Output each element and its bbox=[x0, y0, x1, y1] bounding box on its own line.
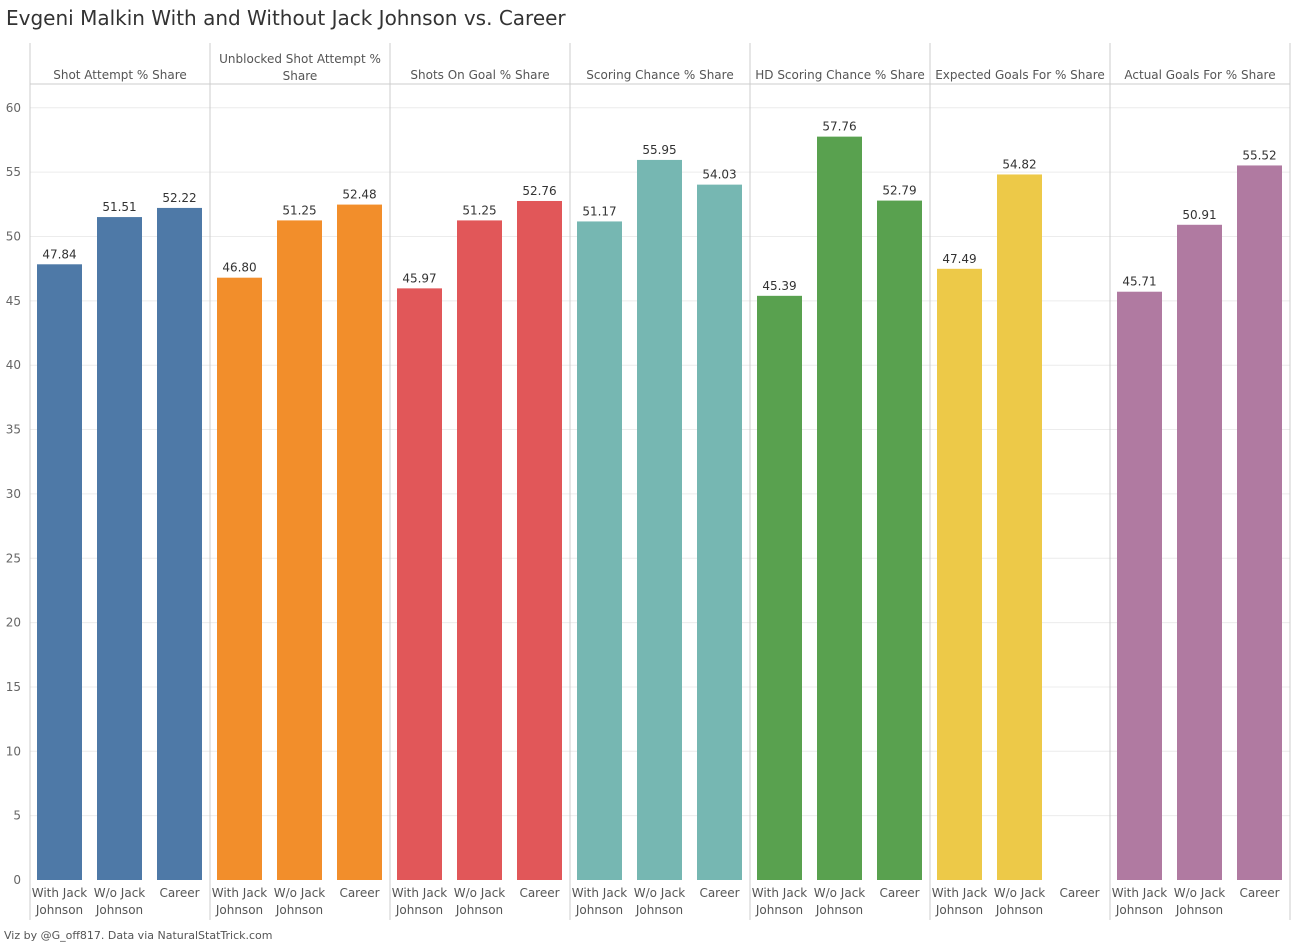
y-tick-label: 10 bbox=[6, 744, 21, 758]
bar bbox=[697, 184, 742, 880]
data-label: 45.71 bbox=[1122, 275, 1156, 289]
y-tick-label: 40 bbox=[6, 358, 21, 372]
x-tick-label: With Jack bbox=[572, 886, 628, 900]
y-tick-label: 55 bbox=[6, 165, 21, 179]
bar bbox=[757, 295, 802, 880]
data-label: 51.25 bbox=[462, 203, 496, 217]
x-tick-label: Johnson bbox=[455, 903, 503, 917]
x-tick-label: Career bbox=[699, 886, 739, 900]
data-label: 52.76 bbox=[522, 184, 556, 198]
chart-title: Evgeni Malkin With and Without Jack John… bbox=[6, 6, 566, 30]
panel-header: HD Scoring Chance % Share bbox=[755, 68, 925, 82]
panel-header: Shots On Goal % Share bbox=[410, 68, 549, 82]
y-tick-label: 15 bbox=[6, 680, 21, 694]
bar bbox=[1237, 165, 1282, 881]
x-tick-label: Career bbox=[1059, 886, 1099, 900]
bar bbox=[37, 264, 82, 880]
panel-header: Scoring Chance % Share bbox=[586, 68, 733, 82]
x-tick-label: W/o Jack bbox=[94, 886, 146, 900]
data-label: 51.51 bbox=[102, 200, 136, 214]
data-label: 55.52 bbox=[1242, 148, 1276, 162]
panel-header: Unblocked Shot Attempt % bbox=[219, 52, 381, 66]
bar bbox=[517, 200, 562, 880]
y-tick-label: 0 bbox=[13, 873, 21, 887]
bar bbox=[457, 220, 502, 881]
y-tick-label: 25 bbox=[6, 551, 21, 565]
x-tick-label: Career bbox=[1239, 886, 1279, 900]
bar bbox=[217, 277, 262, 881]
x-tick-label: Career bbox=[879, 886, 919, 900]
footer-credit: Viz by @G_off817. Data via NaturalStatTr… bbox=[4, 929, 273, 942]
data-label: 45.97 bbox=[402, 271, 436, 285]
x-tick-label: Johnson bbox=[575, 903, 623, 917]
bar bbox=[577, 221, 622, 881]
data-label: 47.49 bbox=[942, 252, 976, 266]
data-label: 57.76 bbox=[822, 120, 856, 134]
bar bbox=[817, 136, 862, 881]
data-label: 52.48 bbox=[342, 188, 376, 202]
x-tick-label: Johnson bbox=[35, 903, 83, 917]
y-tick-label: 45 bbox=[6, 294, 21, 308]
bar bbox=[97, 217, 142, 881]
bar bbox=[637, 159, 682, 881]
x-tick-label: W/o Jack bbox=[814, 886, 866, 900]
data-label: 45.39 bbox=[762, 279, 796, 293]
x-tick-label: With Jack bbox=[32, 886, 88, 900]
x-tick-label: Johnson bbox=[275, 903, 323, 917]
y-tick-label: 60 bbox=[6, 101, 21, 115]
x-tick-label: W/o Jack bbox=[994, 886, 1046, 900]
x-tick-label: W/o Jack bbox=[634, 886, 686, 900]
x-tick-label: With Jack bbox=[752, 886, 808, 900]
panel-header: Share bbox=[283, 69, 318, 83]
y-tick-label: 20 bbox=[6, 616, 21, 630]
data-label: 51.25 bbox=[282, 203, 316, 217]
x-tick-label: Career bbox=[519, 886, 559, 900]
bar bbox=[877, 200, 922, 880]
data-label: 50.91 bbox=[1182, 208, 1216, 222]
x-tick-label: Johnson bbox=[395, 903, 443, 917]
panel-header: Shot Attempt % Share bbox=[53, 68, 187, 82]
data-label: 54.82 bbox=[1002, 157, 1036, 171]
data-label: 46.80 bbox=[222, 261, 256, 275]
y-tick-label: 5 bbox=[13, 809, 21, 823]
panel-header: Actual Goals For % Share bbox=[1124, 68, 1275, 82]
x-tick-label: Johnson bbox=[815, 903, 863, 917]
y-tick-label: 35 bbox=[6, 423, 21, 437]
bar bbox=[997, 174, 1042, 880]
bar bbox=[397, 288, 442, 880]
data-label: 54.03 bbox=[702, 168, 736, 182]
data-label: 47.84 bbox=[42, 247, 76, 261]
x-tick-label: Johnson bbox=[95, 903, 143, 917]
x-tick-label: Career bbox=[159, 886, 199, 900]
data-label: 51.17 bbox=[582, 204, 616, 218]
bar bbox=[1117, 291, 1162, 881]
x-tick-label: Johnson bbox=[995, 903, 1043, 917]
x-tick-label: With Jack bbox=[1112, 886, 1168, 900]
y-tick-label: 50 bbox=[6, 230, 21, 244]
bar bbox=[157, 207, 202, 881]
x-tick-label: With Jack bbox=[932, 886, 988, 900]
bar bbox=[937, 268, 982, 880]
panel-header: Expected Goals For % Share bbox=[935, 68, 1105, 82]
x-tick-label: Career bbox=[339, 886, 379, 900]
data-label: 52.22 bbox=[162, 191, 196, 205]
x-tick-label: Johnson bbox=[935, 903, 983, 917]
bar bbox=[337, 204, 382, 880]
x-tick-label: Johnson bbox=[1115, 903, 1163, 917]
x-tick-label: Johnson bbox=[1175, 903, 1223, 917]
bar bbox=[1177, 224, 1222, 880]
x-tick-label: Johnson bbox=[755, 903, 803, 917]
x-tick-label: With Jack bbox=[212, 886, 268, 900]
data-label: 55.95 bbox=[642, 143, 676, 157]
y-tick-label: 30 bbox=[6, 487, 21, 501]
x-tick-label: Johnson bbox=[635, 903, 683, 917]
x-tick-label: W/o Jack bbox=[1174, 886, 1226, 900]
x-tick-label: With Jack bbox=[392, 886, 448, 900]
data-label: 52.79 bbox=[882, 184, 916, 198]
x-tick-label: W/o Jack bbox=[274, 886, 326, 900]
x-tick-label: W/o Jack bbox=[454, 886, 506, 900]
x-tick-label: Johnson bbox=[215, 903, 263, 917]
bar bbox=[277, 220, 322, 881]
